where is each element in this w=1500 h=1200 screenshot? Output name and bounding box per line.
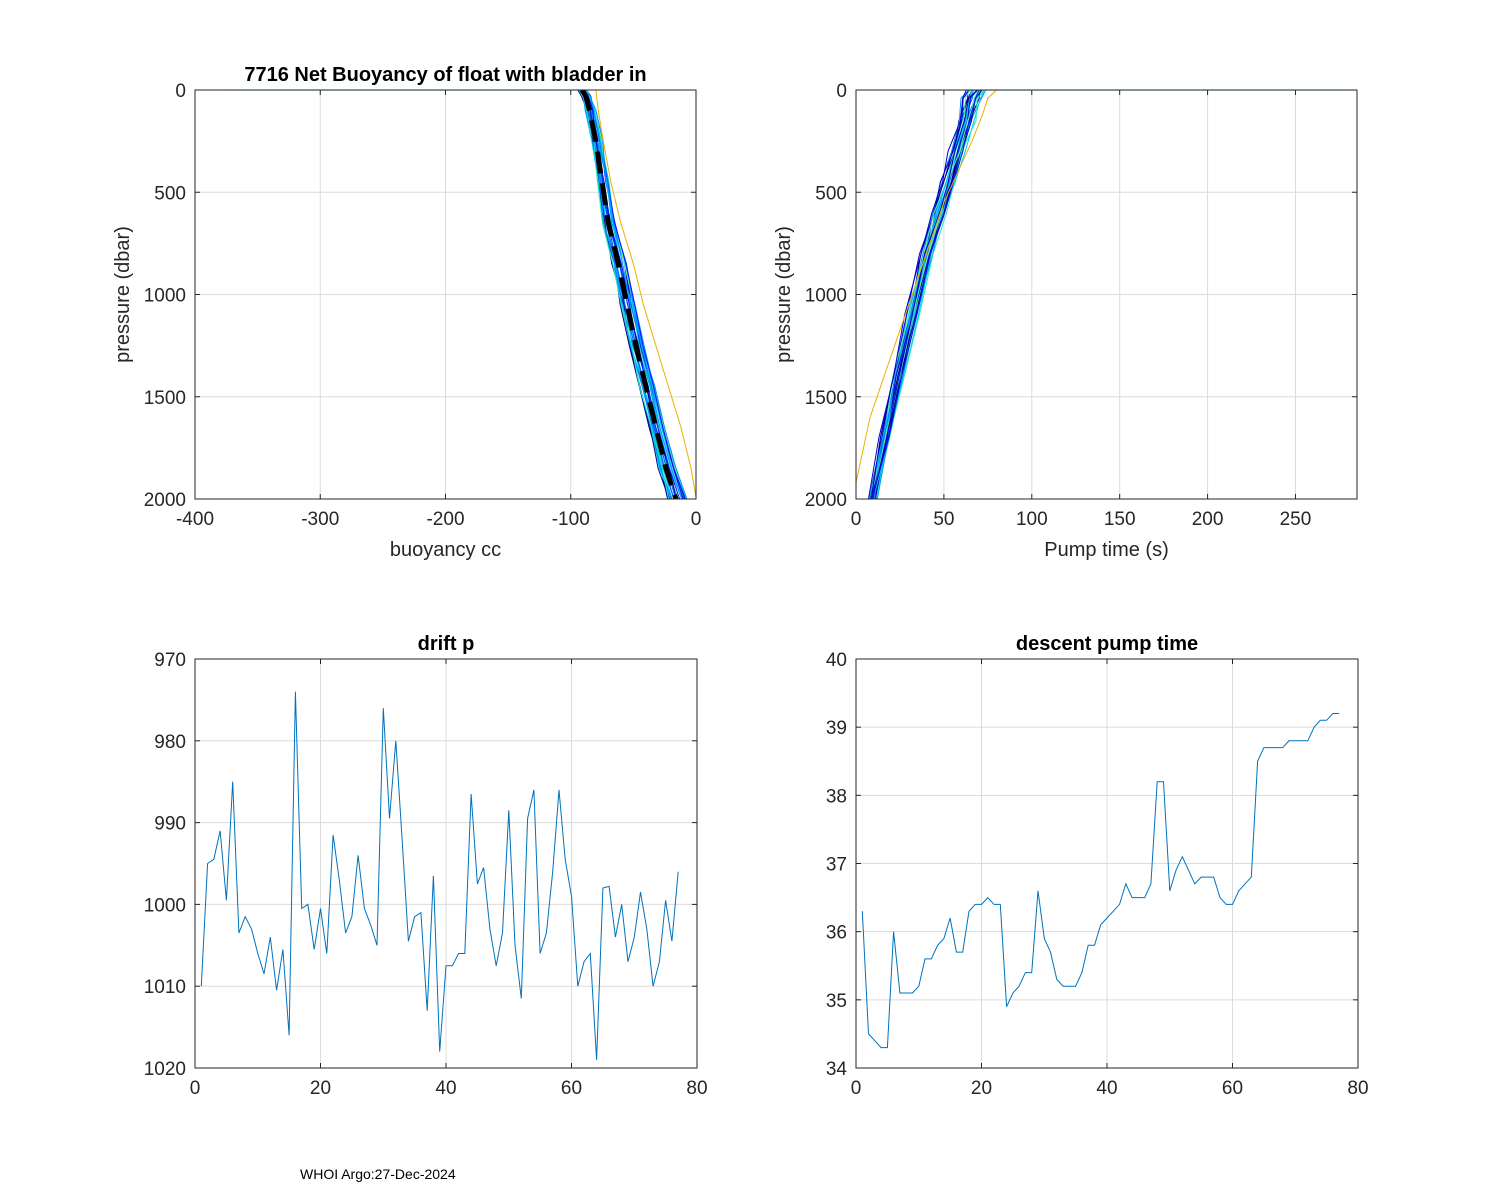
- y-tick-label: 2000: [805, 490, 847, 511]
- x-tick-label: -100: [552, 509, 590, 530]
- x-tick-label: 200: [1192, 509, 1224, 530]
- chart-title: descent pump time: [1016, 633, 1198, 655]
- x-tick-label: 60: [561, 1078, 582, 1099]
- y-tick-label: 1500: [144, 388, 186, 409]
- x-axis-label: Pump time (s): [1044, 539, 1168, 561]
- outlier-profile-line: [595, 90, 696, 498]
- x-tick-label: 20: [310, 1078, 331, 1099]
- x-tick-label: 150: [1104, 509, 1136, 530]
- y-tick-label: 1500: [805, 388, 847, 409]
- x-tick-label: -400: [176, 509, 214, 530]
- y-axis-label: pressure (dbar): [112, 226, 134, 363]
- y-tick-label: 2000: [144, 490, 186, 511]
- y-tick-label: 990: [154, 814, 186, 835]
- profile-line: [872, 90, 978, 499]
- x-tick-label: 80: [686, 1078, 707, 1099]
- y-tick-label: 39: [826, 718, 847, 739]
- x-tick-label: 80: [1347, 1078, 1368, 1099]
- y-tick-label: 1010: [144, 977, 186, 998]
- chart-pump_profile: 0 50 100 150 200 250 0 500 1000 1500 2000 Pump time…: [773, 81, 1358, 561]
- plot-area: [226, 90, 696, 499]
- footer-caption: WHOI Argo:27-Dec-2024: [300, 1166, 456, 1182]
- profile-line: [870, 90, 967, 499]
- plot-area: [200, 691, 679, 1060]
- chart-title: 7716 Net Buoyancy of float with bladder …: [244, 64, 646, 86]
- y-tick-label: 980: [154, 732, 186, 753]
- y-tick-label: 40: [826, 650, 847, 671]
- y-tick-label: 0: [175, 81, 186, 102]
- x-tick-label: 0: [691, 509, 702, 530]
- x-tick-label: 0: [851, 509, 862, 530]
- x-tick-label: 50: [933, 509, 954, 530]
- profile-line: [585, 90, 683, 499]
- x-tick-label: -300: [301, 509, 339, 530]
- x-tick-label: 100: [1016, 509, 1048, 530]
- profile-line: [870, 90, 971, 499]
- x-tick-label: 250: [1280, 509, 1312, 530]
- y-tick-label: 37: [826, 855, 847, 876]
- y-axis-label: pressure (dbar): [773, 226, 795, 363]
- y-tick-label: 34: [826, 1059, 848, 1080]
- y-tick-label: 1000: [805, 286, 847, 307]
- plot-area: [856, 90, 1357, 499]
- x-tick-label: -200: [426, 509, 464, 530]
- profile-line: [583, 90, 681, 499]
- profile-line: [872, 90, 980, 499]
- y-tick-label: 1020: [144, 1059, 186, 1080]
- chart-drift_p: 0 20 40 60 80 970 980 990 1000 1010 1020 drift p: [144, 633, 708, 1099]
- x-axis-label: buoyancy cc: [390, 539, 501, 561]
- series-line: [861, 713, 1340, 1049]
- series-line: [200, 691, 679, 1060]
- y-tick-label: 1000: [144, 286, 186, 307]
- y-tick-label: 36: [826, 923, 847, 944]
- x-tick-label: 60: [1222, 1078, 1243, 1099]
- y-tick-label: 1000: [144, 895, 186, 916]
- profile-line: [872, 90, 987, 499]
- chart-descent_pump_time: 0 20 40 60 80 34 35 36 37 38 39 40 descent pump time: [826, 633, 1369, 1099]
- y-tick-label: 500: [815, 183, 847, 204]
- x-tick-label: 0: [190, 1078, 201, 1099]
- chart-buoyancy: -400 -300 -200 -100 0 0 500 1000 1500 2000 7716 Ne…: [112, 64, 701, 561]
- mean-profile-line: [579, 90, 679, 499]
- x-tick-label: 0: [851, 1078, 862, 1099]
- y-tick-label: 500: [154, 183, 186, 204]
- outlier-profile-line: [856, 90, 997, 483]
- x-tick-label: 40: [1096, 1078, 1117, 1099]
- y-tick-label: 970: [154, 650, 186, 671]
- profile-line: [870, 90, 970, 499]
- profile-line: [871, 90, 982, 499]
- x-tick-label: 20: [971, 1078, 992, 1099]
- plot-area: [861, 713, 1340, 1049]
- profile-line: [580, 90, 672, 499]
- y-tick-label: 38: [826, 786, 847, 807]
- y-tick-label: 35: [826, 991, 847, 1012]
- chart-title: drift p: [418, 633, 475, 655]
- y-tick-label: 0: [836, 81, 847, 102]
- x-tick-label: 40: [435, 1078, 456, 1099]
- profile-line: [579, 90, 670, 499]
